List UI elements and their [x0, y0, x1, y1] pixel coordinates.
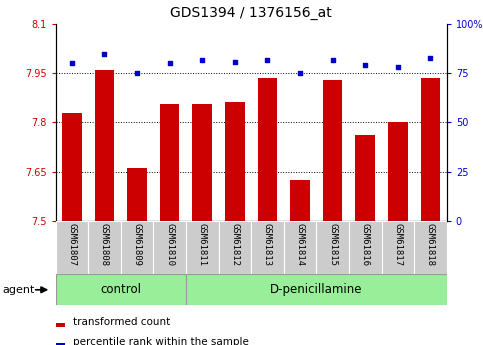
- Bar: [186, 274, 447, 305]
- Bar: [62, 113, 82, 221]
- Bar: [349, 221, 382, 274]
- Text: GSM61812: GSM61812: [230, 224, 240, 266]
- Point: [231, 59, 239, 64]
- Text: GSM61810: GSM61810: [165, 224, 174, 266]
- Point: [199, 57, 206, 62]
- Point: [133, 71, 141, 76]
- Text: agent: agent: [2, 285, 35, 295]
- Bar: [421, 78, 440, 221]
- Point: [361, 63, 369, 68]
- Point: [329, 57, 337, 62]
- Point: [68, 61, 76, 66]
- Text: GSM61811: GSM61811: [198, 224, 207, 266]
- Text: GSM61813: GSM61813: [263, 224, 272, 266]
- Text: control: control: [100, 283, 141, 296]
- Point: [426, 55, 434, 60]
- Text: GSM61809: GSM61809: [132, 224, 142, 266]
- Bar: [251, 221, 284, 274]
- Text: GSM61816: GSM61816: [361, 224, 370, 266]
- Text: GSM61814: GSM61814: [296, 224, 305, 266]
- Point: [166, 61, 173, 66]
- Bar: [219, 221, 251, 274]
- Bar: [382, 221, 414, 274]
- Bar: [258, 78, 277, 221]
- Point: [100, 51, 108, 57]
- Text: GSM61808: GSM61808: [100, 224, 109, 266]
- Point: [394, 65, 402, 70]
- Bar: [56, 274, 186, 305]
- Bar: [323, 80, 342, 221]
- Bar: [160, 105, 180, 221]
- Point: [296, 71, 304, 76]
- Bar: [193, 105, 212, 221]
- Bar: [56, 221, 88, 274]
- Point: [264, 57, 271, 62]
- Bar: [388, 122, 408, 221]
- Text: GSM61815: GSM61815: [328, 224, 337, 266]
- Bar: [95, 70, 114, 221]
- Title: GDS1394 / 1376156_at: GDS1394 / 1376156_at: [170, 6, 332, 20]
- Bar: [316, 221, 349, 274]
- Bar: [186, 221, 218, 274]
- Bar: [121, 221, 154, 274]
- Text: percentile rank within the sample: percentile rank within the sample: [73, 337, 249, 345]
- Bar: [225, 102, 245, 221]
- Text: GSM61818: GSM61818: [426, 224, 435, 266]
- Bar: [355, 135, 375, 221]
- Text: transformed count: transformed count: [73, 317, 170, 327]
- Bar: [290, 180, 310, 221]
- Bar: [154, 221, 186, 274]
- Text: GSM61807: GSM61807: [67, 224, 76, 266]
- Bar: [128, 168, 147, 221]
- Bar: [414, 221, 447, 274]
- Text: GSM61817: GSM61817: [393, 224, 402, 266]
- Bar: [88, 221, 121, 274]
- Bar: [56, 323, 65, 327]
- Bar: [284, 221, 316, 274]
- Bar: [56, 343, 65, 345]
- Text: D-penicillamine: D-penicillamine: [270, 283, 363, 296]
